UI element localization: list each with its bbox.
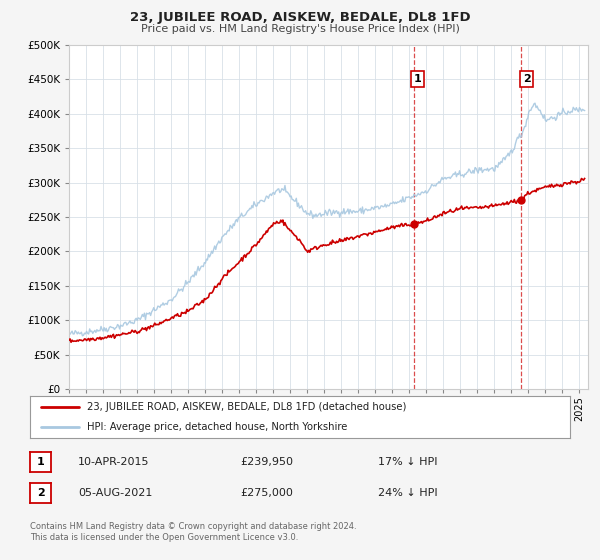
Text: 17% ↓ HPI: 17% ↓ HPI	[378, 457, 437, 467]
Text: HPI: Average price, detached house, North Yorkshire: HPI: Average price, detached house, Nort…	[86, 422, 347, 432]
Text: £239,950: £239,950	[240, 457, 293, 467]
Text: 2: 2	[37, 488, 44, 498]
Text: 05-AUG-2021: 05-AUG-2021	[78, 488, 152, 498]
Text: Price paid vs. HM Land Registry's House Price Index (HPI): Price paid vs. HM Land Registry's House …	[140, 24, 460, 34]
Text: Contains HM Land Registry data © Crown copyright and database right 2024.: Contains HM Land Registry data © Crown c…	[30, 522, 356, 531]
Text: 24% ↓ HPI: 24% ↓ HPI	[378, 488, 437, 498]
Text: 10-APR-2015: 10-APR-2015	[78, 457, 149, 467]
Text: 1: 1	[37, 457, 44, 467]
Text: This data is licensed under the Open Government Licence v3.0.: This data is licensed under the Open Gov…	[30, 533, 298, 542]
Text: 23, JUBILEE ROAD, AISKEW, BEDALE, DL8 1FD (detached house): 23, JUBILEE ROAD, AISKEW, BEDALE, DL8 1F…	[86, 402, 406, 412]
Text: 1: 1	[414, 74, 422, 84]
Text: 2: 2	[523, 74, 530, 84]
Text: £275,000: £275,000	[240, 488, 293, 498]
Text: 23, JUBILEE ROAD, AISKEW, BEDALE, DL8 1FD: 23, JUBILEE ROAD, AISKEW, BEDALE, DL8 1F…	[130, 11, 470, 24]
